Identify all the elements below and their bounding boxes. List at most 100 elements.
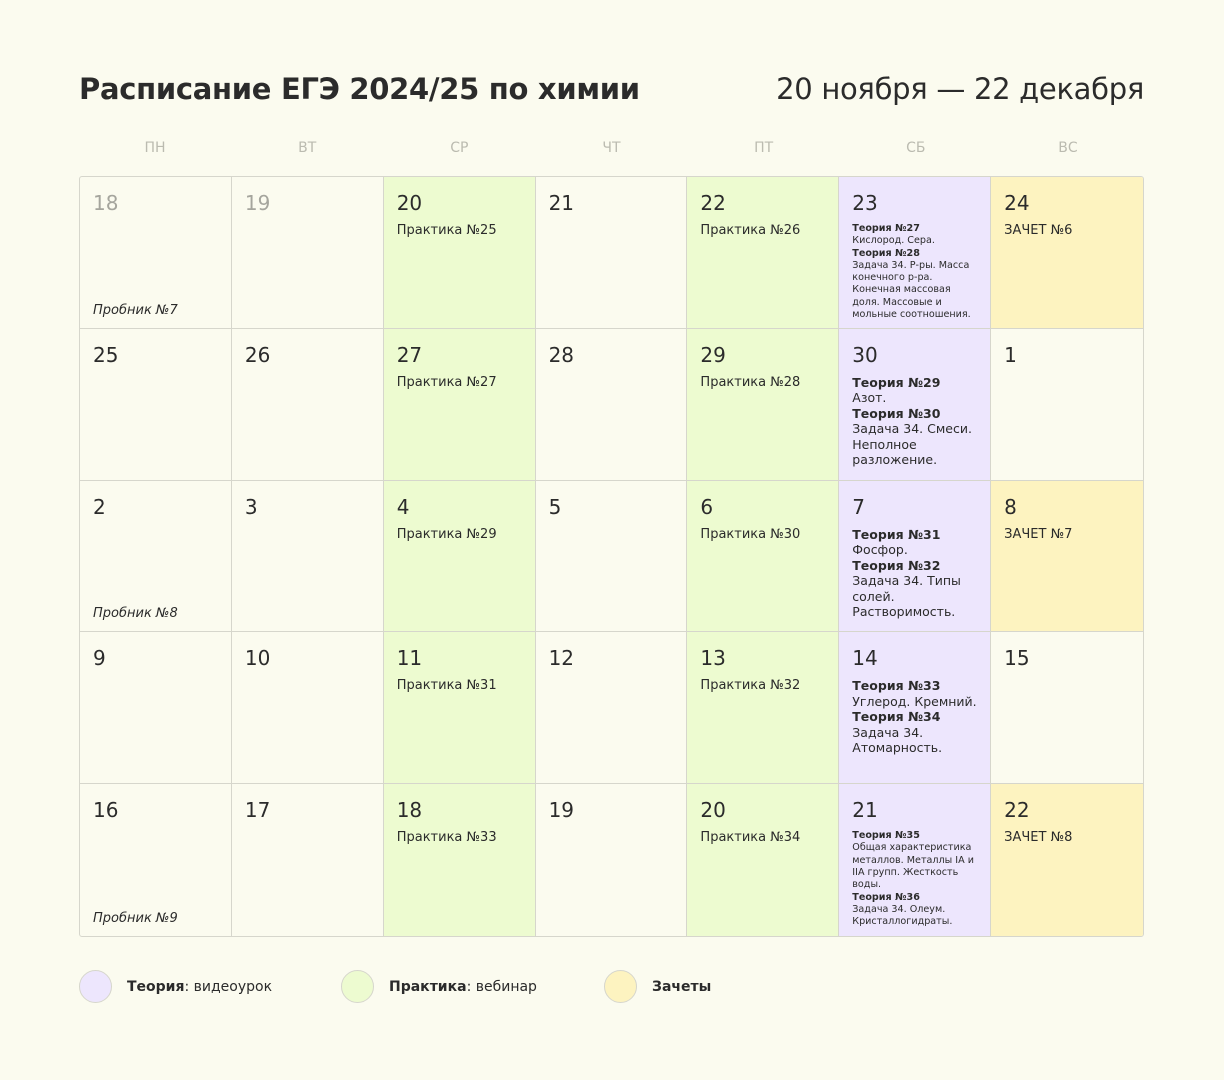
day-number: 5 <box>548 494 562 519</box>
entry-text: Задача 34. Олеум. Кристаллогидраты. <box>852 903 953 928</box>
day-number: 8 <box>1004 494 1017 519</box>
entry-title: Теория №32 <box>852 557 941 573</box>
day-cell: 27 Практика №27 <box>383 328 536 481</box>
day-cell: 13 Практика №32 <box>687 632 840 785</box>
day-cell: 18 Пробник №7 <box>80 177 232 329</box>
day-number: 13 <box>700 646 726 671</box>
entry-title: Теория №30 <box>852 405 941 421</box>
day-cell: 9 <box>80 632 232 785</box>
entries: Теория №33 Углерод. Кремний. Теория №34 Зад… <box>852 678 977 756</box>
day-number: 11 <box>396 646 423 671</box>
legend-label: Теория <box>127 978 185 995</box>
day-cell: 2 Пробник №8 <box>80 480 232 633</box>
event-text: Практика №25 <box>396 223 497 238</box>
date-range: 20 ноября — 22 декабря <box>776 72 1144 106</box>
entries: Теория №27 Кислород. Сера. Теория №28 Задач… <box>852 223 977 321</box>
day-cell: 20 Практика №25 <box>383 177 536 329</box>
weekday-row: ПН ВТ СР ЧТ ПТ СБ ВС <box>79 140 1144 156</box>
day-cell: 6 Практика №30 <box>687 480 840 633</box>
legend-item: Теория: видеоурок <box>79 970 341 1003</box>
day-cell: 10 <box>231 632 384 785</box>
day-number: 19 <box>548 798 575 823</box>
day-number: 14 <box>852 646 878 671</box>
day-number: 15 <box>1004 646 1030 671</box>
day-number: 16 <box>93 798 119 823</box>
legend-dot <box>79 970 112 1003</box>
entry-text: Фосфор. <box>852 542 908 558</box>
weekday: ПТ <box>754 140 774 156</box>
weekday: ВС <box>1058 140 1078 156</box>
entry-title: Теория №34 <box>852 709 941 725</box>
legend-item: Зачеты <box>604 970 804 1003</box>
day-cell: 21 <box>535 177 688 329</box>
day-number: 28 <box>548 342 575 367</box>
entry-title: Теория №29 <box>852 374 941 390</box>
day-cell: 7 Теория №31 Фосфор. Теория №32 Задача 34. Т… <box>839 480 992 633</box>
day-cell: 4 Практика №29 <box>383 480 536 633</box>
day-number: 21 <box>852 798 878 823</box>
day-number: 29 <box>700 342 726 367</box>
entries: Теория №35 Общая характеристика металлов.… <box>852 830 977 928</box>
note: Пробник №8 <box>93 606 178 622</box>
day-number: 20 <box>700 798 726 823</box>
entry-title: Теория №36 <box>852 891 920 903</box>
day-number: 1 <box>1004 342 1017 367</box>
weekday: ВТ <box>298 140 317 156</box>
day-number: 23 <box>852 191 878 215</box>
day-number: 4 <box>396 494 410 519</box>
day-cell: 29 Практика №28 <box>687 328 840 481</box>
day-number: 20 <box>396 191 423 215</box>
day-cell: 17 <box>232 784 384 936</box>
entry-title: Теория №31 <box>852 526 941 542</box>
day-cell: 14 Теория №33 Углерод. Кремний. Теория №34 З… <box>839 632 992 785</box>
day-number: 25 <box>93 342 119 367</box>
event-text: ЗАЧЕТ №8 <box>1004 830 1073 846</box>
day-cell: 16 Пробник №9 <box>80 784 232 936</box>
weekday: СР <box>450 140 469 156</box>
legend-dot <box>604 970 637 1003</box>
day-number: 7 <box>852 494 866 519</box>
note: Пробник №7 <box>93 302 178 318</box>
event-text: Практика №28 <box>700 374 801 390</box>
event-text: Практика №29 <box>396 526 497 542</box>
event-text: Практика №32 <box>700 678 801 694</box>
entry-text: Азот. <box>852 390 887 406</box>
calendar-grid: 18 Пробник №7 19 20 Практика №25 21 22 Практика… <box>79 176 1144 937</box>
day-cell: 1 <box>991 329 1143 481</box>
event-text: ЗАЧЕТ №7 <box>1004 526 1073 542</box>
event-text: Практика №26 <box>700 223 801 238</box>
legend-item: Практика: вебинар <box>341 970 604 1003</box>
title: Расписание ЕГЭ 2024/25 по химии <box>79 72 640 106</box>
day-number: 9 <box>93 646 106 671</box>
note: Пробник №9 <box>93 911 178 926</box>
entry-text: Задача 34. Смеси. Неполное разложение. <box>852 421 972 468</box>
legend-label: Практика <box>389 978 467 995</box>
day-number: 2 <box>93 494 106 519</box>
day-number: 24 <box>1004 191 1030 215</box>
day-cell: 20 Практика №34 <box>687 784 840 936</box>
day-number: 27 <box>396 342 423 367</box>
day-number: 22 <box>1004 798 1030 823</box>
day-number: 18 <box>93 191 119 215</box>
day-cell: 24 ЗАЧЕТ №6 <box>991 177 1143 329</box>
day-number: 12 <box>548 646 575 671</box>
entry-text: Задача 34. Атомарность. <box>852 724 943 756</box>
legend-text: : видеоурок <box>184 978 273 995</box>
day-cell: 15 <box>991 632 1143 785</box>
day-number: 17 <box>244 798 271 823</box>
day-cell: 22 ЗАЧЕТ №8 <box>991 784 1143 936</box>
day-cell: 23 Теория №27 Кислород. Сера. Теория №28 Зад… <box>839 177 992 329</box>
entry-title: Теория №27 <box>852 223 920 234</box>
entries: Теория №31 Фосфор. Теория №32 Задача 34. Ти… <box>852 527 977 620</box>
day-cell: 8 ЗАЧЕТ №7 <box>991 480 1143 633</box>
day-number: 22 <box>700 191 726 215</box>
day-number: 10 <box>244 646 271 671</box>
event-text: Практика №34 <box>700 830 801 846</box>
day-cell: 22 Практика №26 <box>687 177 840 329</box>
legend-dot <box>341 970 374 1003</box>
entry-text: Задача 34. Р-ры. Масса конечного р-ра. К… <box>852 259 971 321</box>
event-text: Практика №31 <box>396 678 497 694</box>
day-number: 30 <box>852 342 878 367</box>
